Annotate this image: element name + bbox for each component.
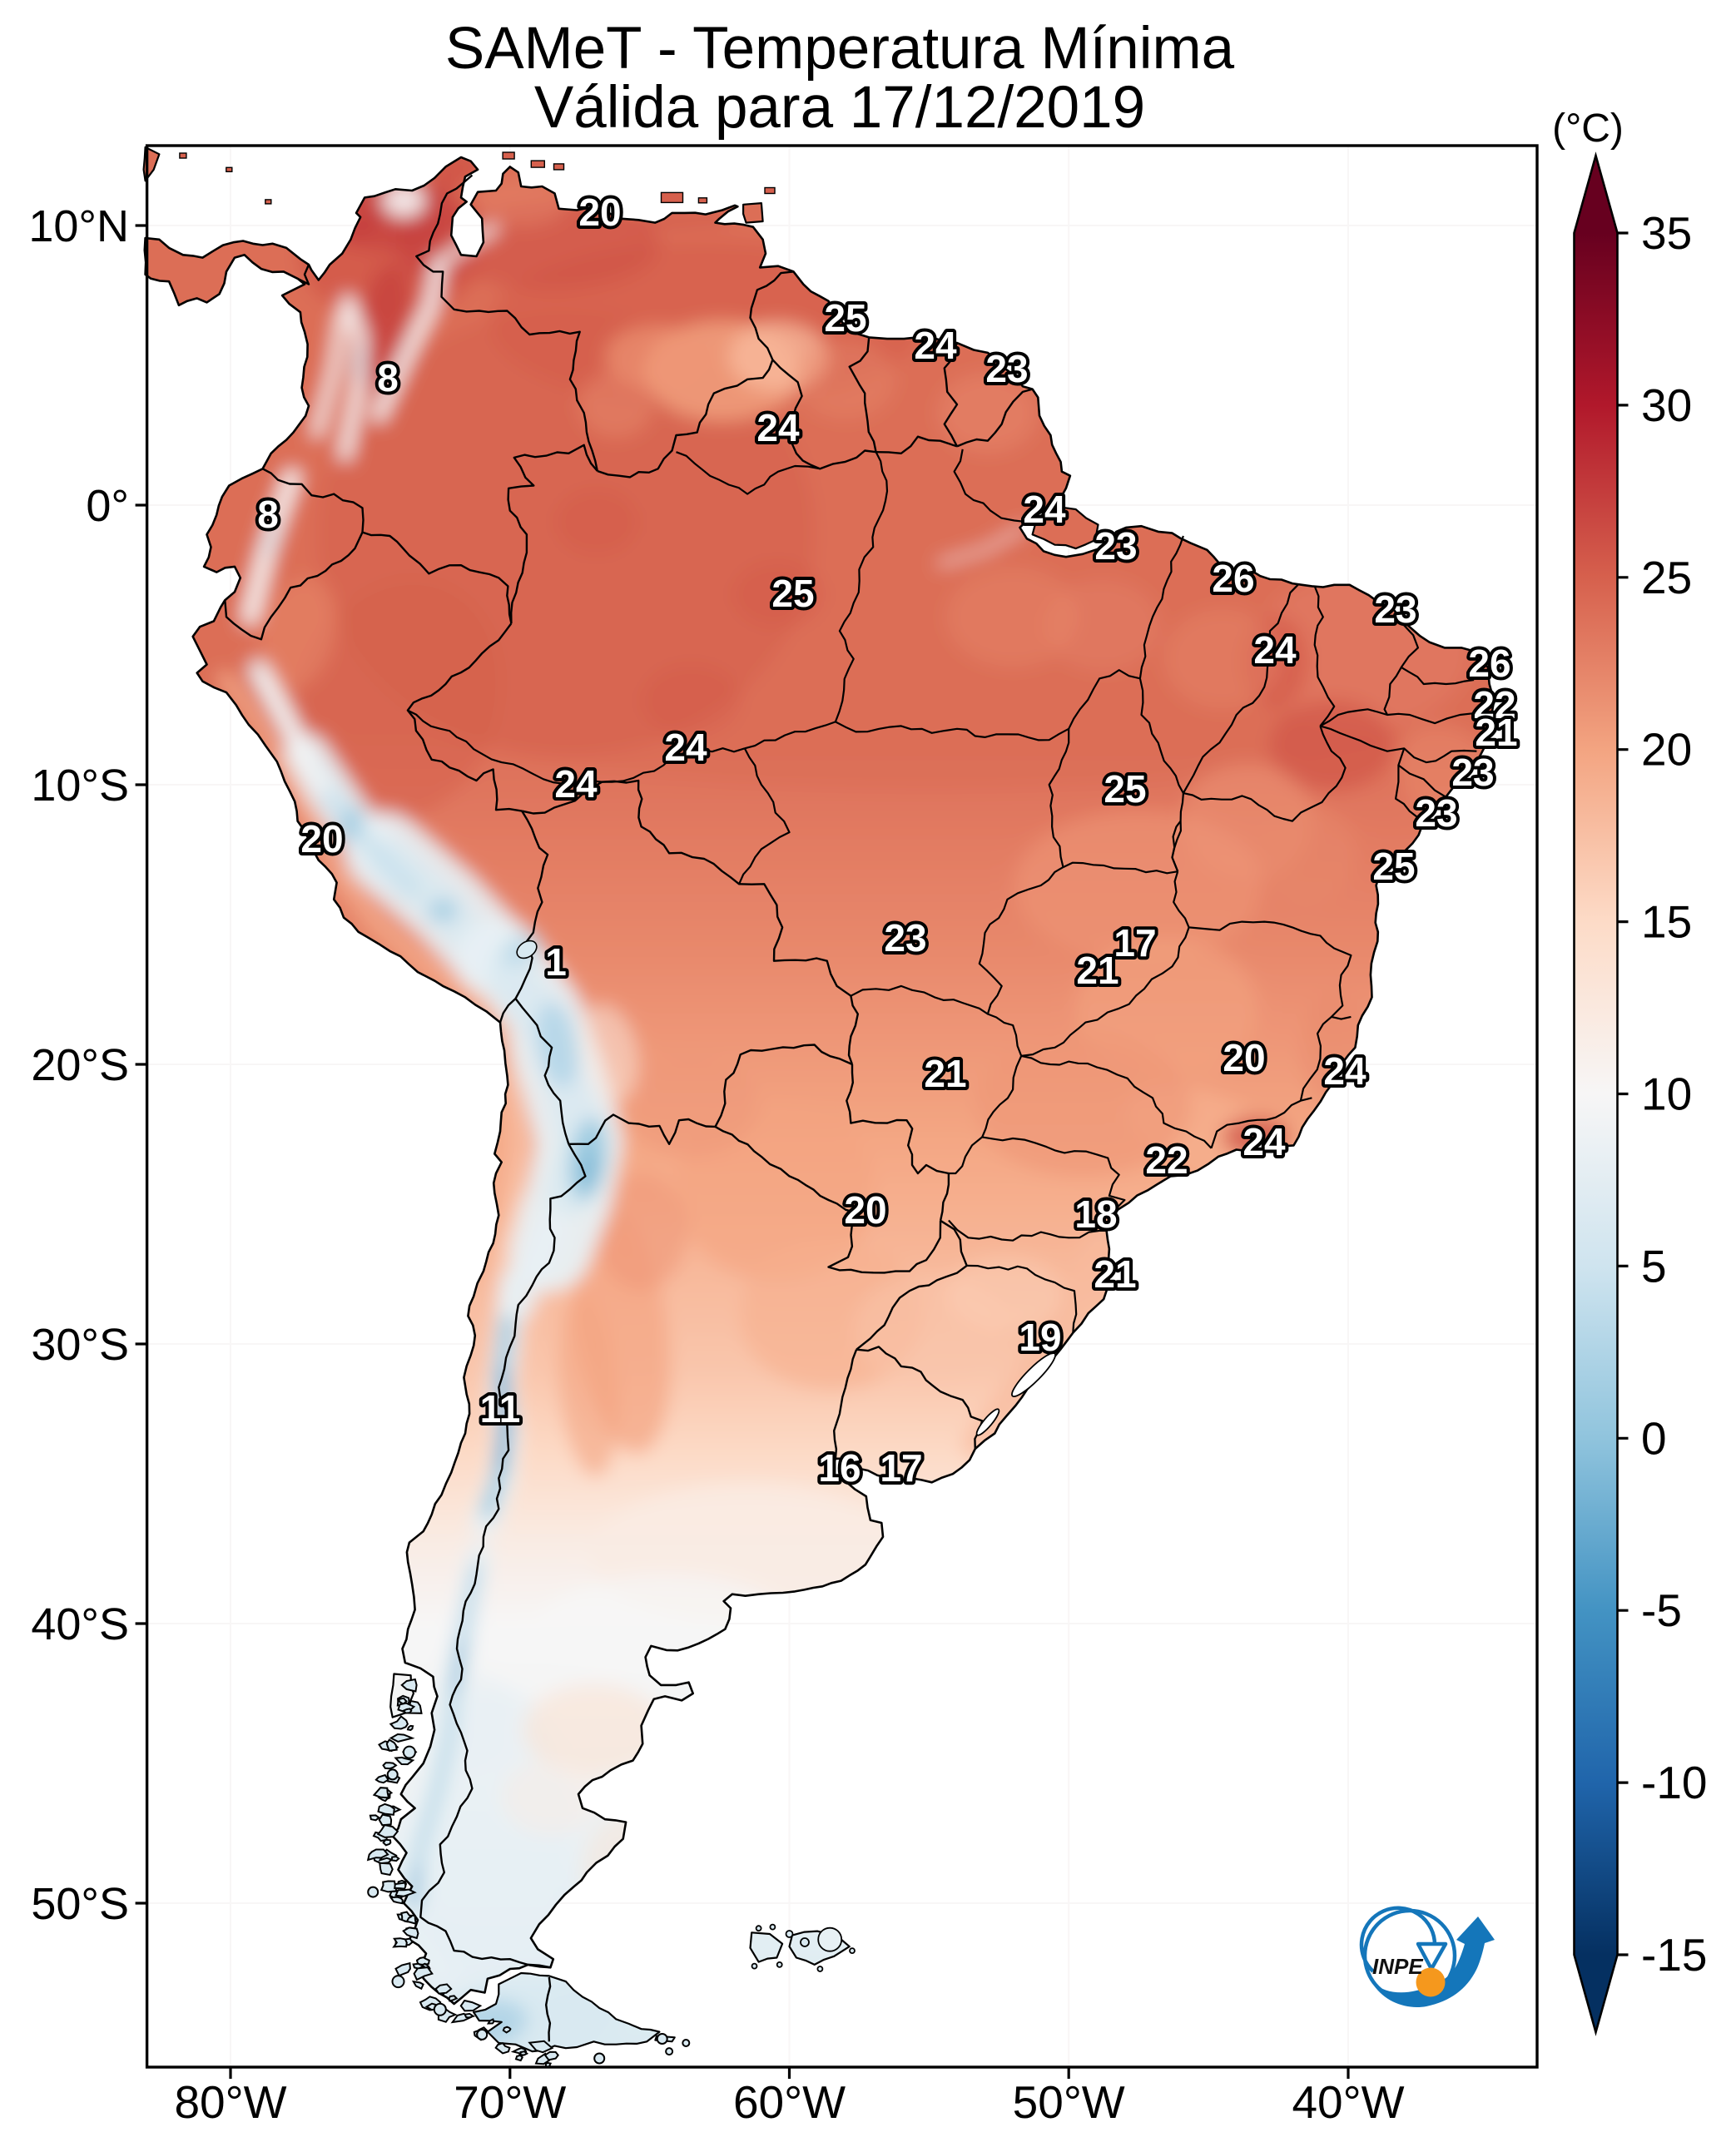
svg-text:INPE: INPE bbox=[1372, 1954, 1423, 1979]
svg-text:22: 22 bbox=[1473, 683, 1515, 726]
svg-text:24: 24 bbox=[1242, 1120, 1286, 1163]
svg-text:10°N: 10°N bbox=[28, 201, 129, 251]
svg-text:18: 18 bbox=[1074, 1193, 1117, 1236]
svg-text:50°W: 50°W bbox=[1013, 2076, 1125, 2128]
svg-text:80°W: 80°W bbox=[174, 2076, 286, 2128]
svg-text:8: 8 bbox=[377, 356, 399, 399]
svg-text:24: 24 bbox=[1253, 628, 1297, 672]
svg-text:20: 20 bbox=[1223, 1036, 1265, 1079]
svg-text:17: 17 bbox=[880, 1446, 922, 1490]
svg-text:25: 25 bbox=[1641, 552, 1692, 603]
svg-text:70°W: 70°W bbox=[454, 2076, 566, 2128]
svg-text:20: 20 bbox=[1641, 724, 1692, 776]
svg-text:23: 23 bbox=[1451, 751, 1494, 794]
svg-text:25: 25 bbox=[771, 572, 814, 615]
svg-text:1: 1 bbox=[545, 940, 567, 984]
svg-text:15: 15 bbox=[1641, 896, 1692, 948]
svg-text:11: 11 bbox=[480, 1387, 521, 1431]
svg-text:19: 19 bbox=[1019, 1316, 1061, 1359]
svg-text:16: 16 bbox=[818, 1446, 861, 1490]
svg-text:SAMeT - Temperatura Mínima: SAMeT - Temperatura Mínima bbox=[445, 16, 1235, 82]
svg-text:26: 26 bbox=[1468, 642, 1510, 685]
svg-text:24: 24 bbox=[1023, 488, 1066, 531]
svg-text:24: 24 bbox=[756, 406, 800, 449]
svg-text:8: 8 bbox=[257, 493, 279, 536]
svg-text:21: 21 bbox=[1076, 949, 1118, 992]
svg-text:40°S: 40°S bbox=[31, 1599, 129, 1649]
svg-text:25: 25 bbox=[824, 296, 866, 340]
svg-text:-5: -5 bbox=[1641, 1584, 1682, 1636]
svg-text:60°W: 60°W bbox=[733, 2076, 846, 2128]
svg-text:23: 23 bbox=[985, 347, 1028, 390]
svg-text:Válida para 17/12/2019: Válida para 17/12/2019 bbox=[534, 75, 1145, 141]
svg-text:5: 5 bbox=[1641, 1240, 1667, 1292]
svg-text:-10: -10 bbox=[1641, 1757, 1708, 1808]
svg-text:23: 23 bbox=[1094, 524, 1137, 568]
svg-text:24: 24 bbox=[554, 762, 598, 806]
svg-text:35: 35 bbox=[1641, 207, 1692, 259]
svg-text:30°S: 30°S bbox=[31, 1320, 129, 1370]
svg-text:10: 10 bbox=[1641, 1069, 1692, 1120]
svg-text:20: 20 bbox=[300, 817, 343, 860]
svg-text:-15: -15 bbox=[1641, 1929, 1708, 1981]
svg-text:21: 21 bbox=[1094, 1252, 1136, 1296]
svg-text:23: 23 bbox=[1374, 588, 1416, 631]
svg-text:50°S: 50°S bbox=[31, 1879, 129, 1929]
svg-text:22: 22 bbox=[1145, 1138, 1188, 1182]
svg-text:40°W: 40°W bbox=[1292, 2076, 1404, 2128]
svg-text:20: 20 bbox=[844, 1188, 886, 1232]
svg-text:23: 23 bbox=[1415, 791, 1457, 835]
svg-text:10°S: 10°S bbox=[31, 761, 129, 811]
svg-text:24: 24 bbox=[664, 726, 707, 769]
svg-text:30: 30 bbox=[1641, 379, 1692, 431]
svg-text:26: 26 bbox=[1212, 557, 1254, 600]
svg-text:23: 23 bbox=[884, 916, 926, 959]
svg-text:20: 20 bbox=[578, 191, 621, 234]
svg-text:21: 21 bbox=[1475, 711, 1517, 754]
svg-text:21: 21 bbox=[924, 1052, 966, 1095]
svg-text:24: 24 bbox=[914, 324, 957, 367]
svg-text:24: 24 bbox=[1323, 1049, 1366, 1093]
svg-text:25: 25 bbox=[1372, 845, 1415, 888]
svg-text:0: 0 bbox=[1641, 1412, 1667, 1464]
svg-text:0°: 0° bbox=[86, 481, 129, 531]
svg-text:17: 17 bbox=[1114, 921, 1156, 964]
svg-text:(°C): (°C) bbox=[1552, 107, 1624, 151]
svg-text:25: 25 bbox=[1104, 767, 1146, 811]
svg-text:20°S: 20°S bbox=[31, 1040, 129, 1090]
